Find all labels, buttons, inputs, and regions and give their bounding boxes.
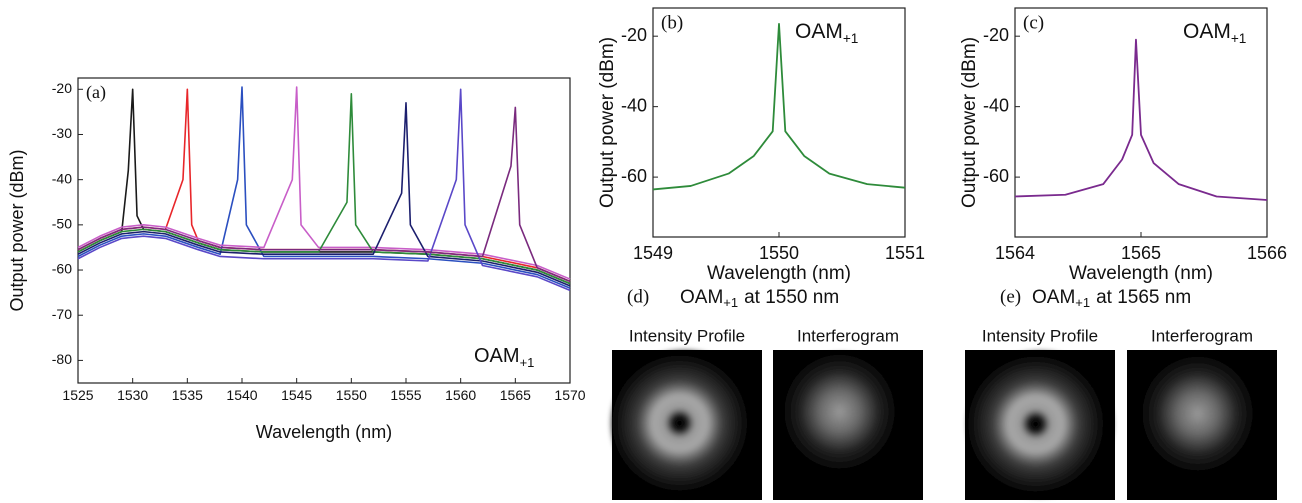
panel-title-subscript: +1	[723, 295, 738, 310]
y-tick-label: -60	[983, 166, 1009, 186]
y-tick-label: -20	[621, 25, 647, 45]
panel-title: OAM+1 at 1550 nm	[680, 287, 839, 310]
x-tick-label: 1530	[117, 387, 148, 403]
image-caption: Intensity Profile	[629, 326, 745, 345]
x-tick-label: 1565	[500, 387, 531, 403]
x-axis-title: Wavelength (nm)	[1069, 263, 1213, 284]
y-tick-label: -40	[983, 95, 1009, 115]
panel-title-suffix: at 1565 nm	[1096, 287, 1191, 308]
panel-title: OAM+1 at 1565 nm	[1032, 287, 1191, 310]
x-tick-label: 1535	[172, 387, 203, 403]
x-tick-label: 1560	[445, 387, 476, 403]
y-tick-label: -80	[52, 351, 72, 367]
intensity-ring	[968, 352, 1112, 496]
y-tick-label: -20	[52, 80, 72, 96]
spectrum-line	[78, 107, 570, 281]
x-tick-label: 1570	[554, 387, 585, 403]
x-axis-title: Wavelength (nm)	[707, 263, 851, 284]
x-tick-label: 1555	[390, 387, 421, 403]
y-axis-title: Output power (dBm)	[597, 37, 618, 208]
panel-label: (d)	[627, 286, 649, 307]
y-tick-label: -30	[52, 125, 72, 141]
x-tick-label: 1550	[336, 387, 367, 403]
annotation-text: OAM	[1183, 20, 1231, 43]
panel-label: (e)	[1000, 286, 1021, 307]
panel-label: (c)	[1023, 12, 1044, 33]
annotation: OAM+1	[474, 345, 534, 370]
spectrum-line	[1015, 40, 1267, 200]
y-tick-label: -40	[52, 170, 72, 186]
spectrum-line	[653, 24, 905, 190]
x-tick-label: 1540	[226, 387, 257, 403]
intensity-ring	[612, 351, 756, 495]
image-caption: Interferogram	[1151, 326, 1253, 345]
y-tick-label: -70	[52, 306, 72, 322]
x-tick-label: 1565	[1121, 243, 1161, 263]
y-tick-label: -60	[621, 166, 647, 186]
annotation-subscript: +1	[1231, 31, 1247, 46]
y-tick-label: -40	[621, 95, 647, 115]
x-tick-label: 1551	[885, 243, 925, 263]
image-caption: Interferogram	[797, 326, 899, 345]
figure: (d) OAM+1at 1550 nm Intensity Profile In…	[0, 0, 1302, 503]
panel-title-subscript: +1	[1075, 295, 1090, 310]
panel-label: (a)	[86, 82, 106, 103]
y-axis-title: Output power (dBm)	[7, 149, 27, 311]
annotation: OAM+1	[1183, 20, 1246, 46]
panel-title-suffix: at 1550 nm	[744, 287, 839, 308]
x-tick-label: 1550	[759, 243, 799, 263]
y-tick-label: -60	[52, 261, 72, 277]
x-tick-label: 1566	[1247, 243, 1287, 263]
spectrum-line	[78, 94, 570, 284]
y-axis-title: Output power (dBm)	[959, 37, 980, 208]
x-tick-label: 1525	[62, 387, 93, 403]
y-tick-label: -20	[983, 25, 1009, 45]
panel-title-text: OAM	[680, 287, 723, 308]
interferogram-spiral	[1138, 356, 1262, 484]
annotation-subscript: +1	[843, 31, 859, 46]
x-axis-title: Wavelength (nm)	[256, 422, 392, 442]
spectrum-line	[78, 89, 570, 290]
annotation-text: OAM	[795, 20, 843, 43]
interferogram-spiral	[780, 354, 904, 482]
annotation-subscript: +1	[520, 355, 535, 370]
x-tick-label: 1564	[995, 243, 1035, 263]
annotation-text: OAM	[474, 345, 520, 367]
panel-title-text: OAM	[1032, 287, 1075, 308]
annotation: OAM+1	[795, 20, 858, 46]
panel-label: (b)	[661, 12, 683, 33]
x-tick-label: 1545	[281, 387, 312, 403]
image-caption: Intensity Profile	[982, 326, 1098, 345]
x-tick-label: 1549	[633, 243, 673, 263]
y-tick-label: -50	[52, 216, 72, 232]
plot-frame	[653, 8, 905, 237]
